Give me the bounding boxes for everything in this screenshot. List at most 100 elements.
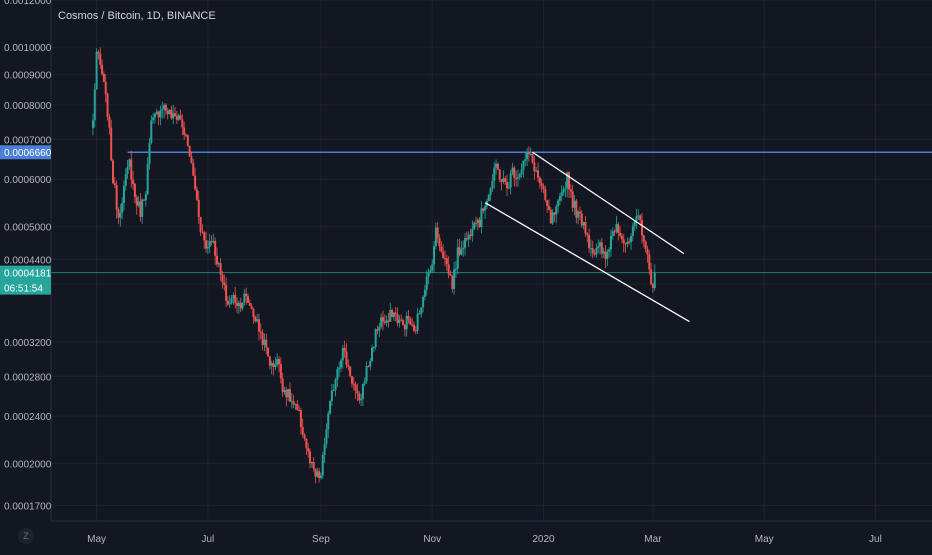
candle-body[interactable] bbox=[642, 235, 645, 242]
candle-body[interactable] bbox=[137, 201, 140, 206]
candle-body[interactable] bbox=[252, 308, 255, 317]
candle-body[interactable] bbox=[234, 295, 237, 304]
candle-body[interactable] bbox=[445, 258, 448, 265]
candle-body[interactable] bbox=[620, 235, 623, 240]
candle-body[interactable] bbox=[471, 228, 474, 237]
candle-body[interactable] bbox=[115, 185, 118, 210]
candle-body[interactable] bbox=[93, 89, 96, 121]
candle-body[interactable] bbox=[648, 254, 651, 270]
candle-body[interactable] bbox=[146, 164, 149, 195]
candle-body[interactable] bbox=[619, 232, 622, 236]
candle-body[interactable] bbox=[433, 246, 436, 265]
candle-body[interactable] bbox=[518, 174, 521, 178]
candle-body[interactable] bbox=[496, 163, 499, 170]
candle-body[interactable] bbox=[259, 331, 262, 333]
candle-body[interactable] bbox=[95, 51, 98, 90]
candle-body[interactable] bbox=[582, 222, 585, 226]
candle-body[interactable] bbox=[628, 241, 631, 243]
candle-body[interactable] bbox=[130, 159, 133, 180]
candle-body[interactable] bbox=[157, 111, 160, 118]
candle-body[interactable] bbox=[560, 192, 563, 197]
candle-body[interactable] bbox=[442, 251, 445, 259]
candle-body[interactable] bbox=[208, 241, 211, 247]
candle-body[interactable] bbox=[602, 251, 605, 254]
candle-body[interactable] bbox=[600, 242, 603, 254]
candle-body[interactable] bbox=[573, 200, 576, 208]
candle-body[interactable] bbox=[225, 285, 228, 301]
candle-body[interactable] bbox=[287, 389, 290, 398]
candles[interactable] bbox=[91, 47, 656, 484]
candle-body[interactable] bbox=[133, 184, 136, 198]
candle-body[interactable] bbox=[248, 302, 251, 306]
candle-body[interactable] bbox=[276, 359, 279, 365]
candle-body[interactable] bbox=[533, 162, 536, 172]
candle-body[interactable] bbox=[358, 393, 361, 401]
candle-body[interactable] bbox=[385, 320, 388, 323]
candle-body[interactable] bbox=[172, 113, 175, 119]
candle-body[interactable] bbox=[246, 296, 249, 303]
candle-body[interactable] bbox=[314, 468, 317, 477]
candle-body[interactable] bbox=[566, 172, 569, 189]
candle-body[interactable] bbox=[113, 183, 116, 186]
candle-body[interactable] bbox=[329, 400, 332, 414]
candle-body[interactable] bbox=[462, 247, 465, 250]
candle-body[interactable] bbox=[489, 188, 492, 195]
candle-body[interactable] bbox=[194, 175, 197, 190]
candle-body[interactable] bbox=[101, 64, 104, 75]
candle-body[interactable] bbox=[290, 401, 293, 403]
candle-body[interactable] bbox=[243, 293, 246, 303]
candle-body[interactable] bbox=[343, 347, 346, 352]
candle-body[interactable] bbox=[443, 258, 446, 260]
candle-body[interactable] bbox=[372, 347, 375, 349]
candle-body[interactable] bbox=[159, 110, 162, 118]
candle-body[interactable] bbox=[163, 104, 166, 110]
candle-body[interactable] bbox=[155, 111, 158, 114]
candle-body[interactable] bbox=[544, 189, 547, 201]
candle-body[interactable] bbox=[591, 248, 594, 254]
candle-body[interactable] bbox=[316, 471, 319, 477]
candle-body[interactable] bbox=[427, 272, 430, 277]
candle-body[interactable] bbox=[487, 194, 490, 201]
candle-body[interactable] bbox=[422, 296, 425, 308]
candle-body[interactable] bbox=[502, 178, 505, 183]
candle-body[interactable] bbox=[376, 329, 379, 331]
candle-body[interactable] bbox=[232, 295, 235, 298]
candle-body[interactable] bbox=[405, 315, 408, 330]
candle-body[interactable] bbox=[319, 475, 322, 478]
candle-body[interactable] bbox=[611, 231, 614, 236]
candle-body[interactable] bbox=[215, 255, 218, 265]
candle-body[interactable] bbox=[256, 319, 259, 322]
candle-body[interactable] bbox=[562, 189, 565, 193]
candle-body[interactable] bbox=[480, 208, 483, 227]
candle-body[interactable] bbox=[310, 461, 313, 464]
candle-body[interactable] bbox=[622, 239, 625, 244]
candle-body[interactable] bbox=[639, 215, 642, 220]
candle-body[interactable] bbox=[367, 366, 370, 368]
candle-body[interactable] bbox=[309, 451, 312, 464]
candle-body[interactable] bbox=[595, 248, 598, 255]
candle-body[interactable] bbox=[305, 438, 308, 449]
candle-body[interactable] bbox=[201, 231, 204, 233]
candle-body[interactable] bbox=[409, 318, 412, 325]
candle-body[interactable] bbox=[356, 390, 359, 394]
candle-body[interactable] bbox=[283, 389, 286, 393]
candle-body[interactable] bbox=[456, 247, 459, 269]
candle-body[interactable] bbox=[509, 173, 512, 188]
candle-body[interactable] bbox=[371, 347, 374, 361]
candle-body[interactable] bbox=[387, 320, 390, 322]
candle-body[interactable] bbox=[281, 378, 284, 393]
candle-body[interactable] bbox=[516, 177, 519, 179]
candle-body[interactable] bbox=[301, 426, 304, 435]
candle-body[interactable] bbox=[237, 302, 240, 306]
candle-body[interactable] bbox=[586, 233, 589, 236]
candle-body[interactable] bbox=[630, 236, 633, 243]
channel-lower-line[interactable] bbox=[484, 202, 690, 323]
candle-body[interactable] bbox=[102, 74, 105, 82]
candle-body[interactable] bbox=[431, 264, 434, 271]
candle-body[interactable] bbox=[124, 174, 127, 186]
candle-body[interactable] bbox=[221, 274, 224, 283]
candle-body[interactable] bbox=[584, 222, 587, 234]
candle-body[interactable] bbox=[440, 246, 443, 252]
candle-body[interactable] bbox=[321, 455, 324, 476]
candle-body[interactable] bbox=[520, 169, 523, 175]
